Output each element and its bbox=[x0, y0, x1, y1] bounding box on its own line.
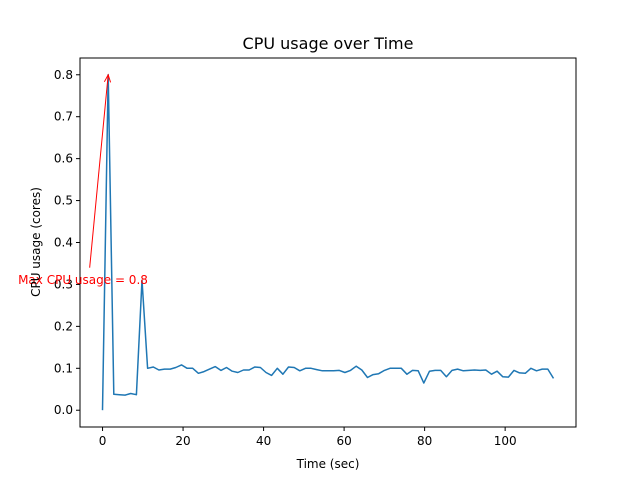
chart-title: CPU usage over Time bbox=[243, 34, 414, 53]
x-tick-label: 80 bbox=[417, 434, 432, 448]
annotation-arrowhead bbox=[103, 73, 112, 83]
axis-ticks: 0 20 40 60 80 100 0.0 0.1 0.2 0.3 0.4 0.5 0.6 0.7 0.8 bbox=[54, 68, 517, 448]
annotation-arrow bbox=[89, 74, 109, 268]
annotation-text: Max CPU usage = 0.8 bbox=[18, 273, 148, 287]
y-tick-label: 0.0 bbox=[54, 403, 73, 417]
y-tick-label: 0.3 bbox=[54, 277, 73, 291]
x-tick-label: 20 bbox=[175, 434, 190, 448]
x-axis-label: Time (sec) bbox=[296, 457, 360, 471]
y-tick-label: 0.4 bbox=[54, 236, 73, 250]
x-tick-label: 0 bbox=[99, 434, 107, 448]
series-layer bbox=[101, 74, 555, 411]
y-tick-label: 0.6 bbox=[54, 152, 73, 166]
x-tick-label: 40 bbox=[256, 434, 271, 448]
y-tick-label: 0.7 bbox=[54, 110, 73, 124]
plot-frame bbox=[79, 57, 577, 428]
y-axis-label: CPU usage (cores) bbox=[29, 187, 43, 297]
y-tick-label: 0.2 bbox=[54, 319, 73, 333]
x-tick-label: 60 bbox=[336, 434, 351, 448]
y-tick-label: 0.1 bbox=[54, 361, 73, 375]
y-tick-label: 0.5 bbox=[54, 194, 73, 208]
x-tick-label: 100 bbox=[494, 434, 517, 448]
cpu-usage-line bbox=[101, 74, 555, 411]
y-tick-label: 0.8 bbox=[54, 68, 73, 82]
annotation-layer: Max CPU usage = 0.8 bbox=[18, 73, 148, 287]
